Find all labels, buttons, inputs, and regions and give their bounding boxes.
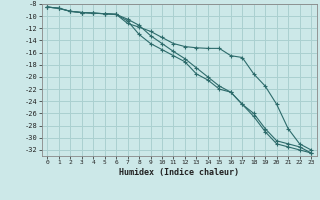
- X-axis label: Humidex (Indice chaleur): Humidex (Indice chaleur): [119, 168, 239, 177]
